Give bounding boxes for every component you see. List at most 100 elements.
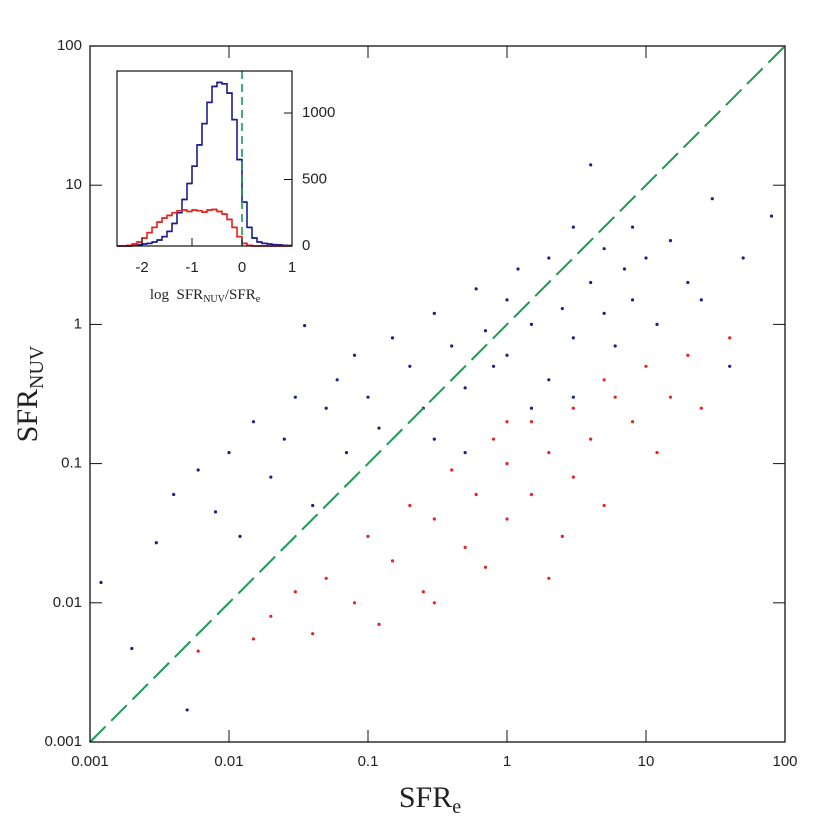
point [324, 576, 328, 580]
y-tick-label: 0.01 [53, 594, 82, 611]
point [505, 353, 509, 357]
point [686, 280, 690, 285]
point [728, 364, 732, 368]
point [644, 256, 648, 260]
inset-y-tick-label: 1000 [302, 104, 335, 121]
inset-y-tick-label: 0 [302, 237, 310, 254]
point [630, 420, 635, 424]
point [547, 378, 551, 382]
point [710, 197, 714, 201]
y-axis-label: SFRNUV [11, 345, 48, 442]
inset-label-a: log SFR [150, 287, 203, 303]
point [505, 420, 509, 424]
point [130, 646, 134, 651]
point [630, 225, 635, 229]
point [529, 492, 534, 497]
point [589, 280, 593, 285]
point [196, 468, 200, 472]
point [366, 534, 370, 538]
inset-y-tick-label: 500 [302, 170, 327, 187]
point [571, 225, 575, 229]
point [655, 450, 659, 455]
x-tick-label: 0.01 [214, 753, 243, 770]
point [390, 559, 395, 563]
point [516, 267, 520, 271]
x-label-sub: e [452, 796, 461, 818]
inset-label-sub: NUV [203, 294, 225, 305]
point [560, 306, 564, 311]
y-label-text: SFR [11, 389, 44, 442]
point [589, 437, 593, 441]
point [529, 322, 534, 326]
point [366, 395, 370, 399]
point [463, 545, 467, 550]
point [196, 649, 200, 653]
x-label-text: SFR [399, 781, 452, 814]
inset-x-tick-label: -1 [185, 259, 198, 276]
inset-label-sub2: e [256, 294, 261, 305]
point [352, 601, 357, 605]
point [293, 590, 297, 594]
point [602, 378, 606, 382]
point [172, 492, 176, 497]
point [251, 637, 256, 641]
x-tick-label: 0.001 [71, 753, 109, 770]
inset-bg [117, 71, 292, 246]
point [613, 395, 617, 399]
point [483, 565, 488, 569]
point [450, 344, 454, 348]
point [185, 708, 189, 712]
inset-label-b: /SFR [225, 287, 256, 303]
point [303, 324, 307, 328]
hist-outline [117, 208, 292, 247]
point [547, 576, 551, 580]
point [293, 395, 297, 399]
point [99, 580, 103, 585]
point [571, 406, 575, 410]
point [432, 437, 436, 441]
point [547, 450, 551, 455]
point [213, 510, 218, 514]
point [571, 336, 575, 340]
point [560, 534, 564, 538]
point [741, 256, 745, 260]
x-axis-label: SFRe [399, 781, 461, 818]
point [450, 468, 454, 472]
point [377, 622, 381, 626]
point [474, 287, 478, 291]
point [352, 353, 357, 357]
point [622, 267, 627, 271]
point [421, 590, 425, 594]
point [505, 517, 509, 521]
y-tick-label: 100 [57, 37, 82, 54]
point [269, 614, 273, 618]
y-tick-label: 0.1 [61, 455, 82, 472]
x-tick-label: 0.1 [358, 753, 379, 770]
point [529, 420, 534, 424]
point [251, 420, 256, 424]
point [432, 601, 436, 605]
point [505, 298, 509, 302]
point [408, 364, 412, 368]
point [699, 406, 703, 410]
point [728, 336, 732, 340]
y-label-sub: NUV [26, 345, 48, 389]
plot-frame [89, 45, 786, 743]
point [282, 437, 286, 441]
point [644, 364, 648, 368]
point [311, 503, 315, 508]
point [269, 475, 273, 479]
point [227, 450, 231, 455]
point [432, 517, 436, 521]
point [491, 364, 496, 368]
point [602, 247, 606, 251]
point [324, 406, 328, 410]
point [668, 238, 673, 243]
point [602, 311, 606, 315]
point [769, 214, 774, 218]
point [463, 450, 467, 455]
inset-x-tick-label: 0 [238, 259, 246, 276]
x-tick-label: 10 [638, 753, 655, 770]
point [463, 386, 467, 390]
point [335, 378, 339, 382]
